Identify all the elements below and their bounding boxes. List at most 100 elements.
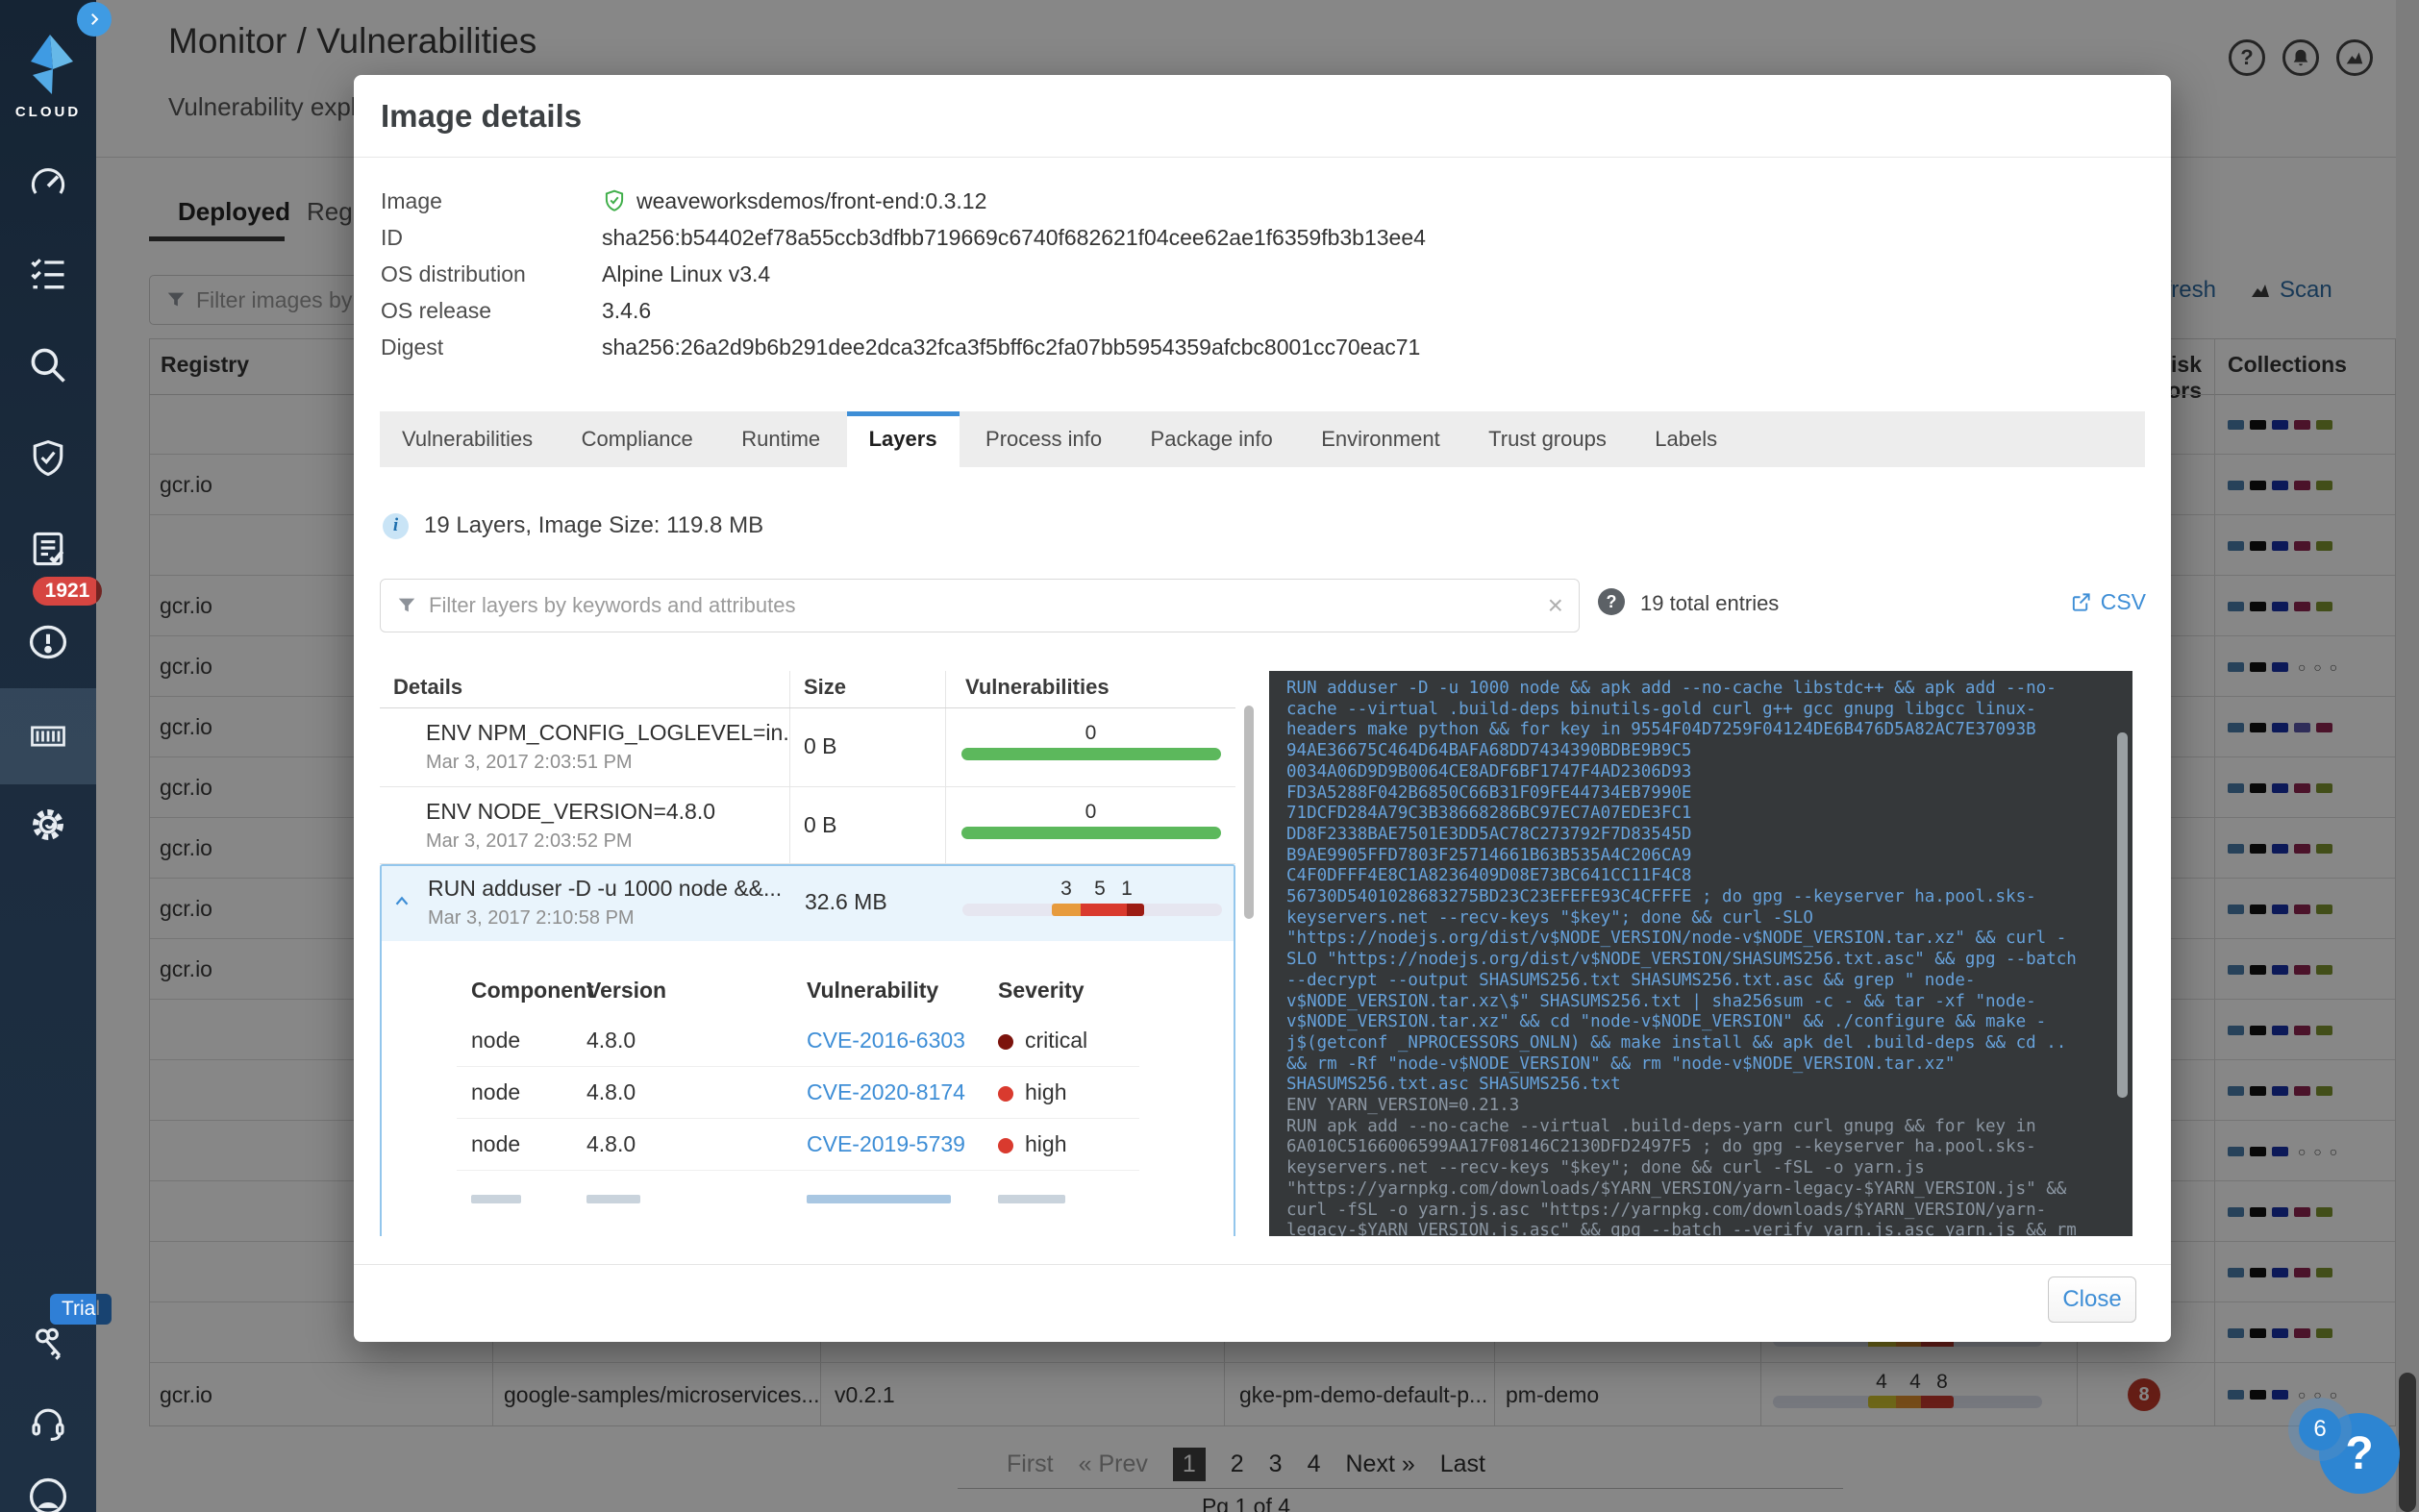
column-header-version[interactable]: Version — [586, 977, 667, 1003]
tab-deployed[interactable]: Deployed — [178, 197, 291, 226]
layer-date: Mar 3, 2017 2:03:52 PM — [426, 830, 633, 852]
layer-details: ENV NPM_CONFIG_LOGLEVEL=in... Mar 3, 201… — [380, 708, 789, 786]
clear-filter-icon[interactable]: × — [1547, 590, 1563, 620]
image-name: weaveworksdemos/front-end:0.3.12 — [636, 187, 987, 213]
layers-filter-input[interactable] — [429, 593, 1536, 618]
cve-component: node — [471, 1079, 521, 1104]
vulnerability-bar: 3 5 1 — [962, 878, 1222, 926]
column-header-details[interactable]: Details — [393, 675, 463, 699]
layers-summary-text: 19 Layers, Image Size: 119.8 MB — [424, 512, 764, 538]
sidebar-item-search[interactable] — [0, 344, 96, 386]
dockerfile-scrollbar-thumb[interactable] — [2117, 732, 2128, 1098]
page-title: Monitor / Vulnerabilities — [168, 21, 537, 61]
pagination-last[interactable]: Last — [1439, 1450, 1486, 1477]
filter-help-icon[interactable]: ? — [1598, 588, 1625, 615]
pagination-page-4[interactable]: 4 — [1307, 1450, 1321, 1477]
layer-date: Mar 3, 2017 2:03:51 PM — [426, 752, 633, 773]
tab-vulnerabilities[interactable]: Vulnerabilities — [402, 427, 534, 451]
collection-chip — [2228, 1390, 2244, 1400]
layer-command: ENV NPM_CONFIG_LOGLEVEL=in... — [426, 720, 789, 745]
layers-table-header: Details Size Vulnerabilities — [380, 671, 1235, 708]
gear-icon — [33, 809, 63, 840]
meta-label: ID — [381, 224, 403, 250]
sidebar-item-defend[interactable] — [0, 437, 96, 480]
tab-environment[interactable]: Environment — [1321, 427, 1440, 451]
checklist-icon — [31, 259, 64, 289]
tab-trust-groups[interactable]: Trust groups — [1488, 427, 1607, 451]
column-header-collections[interactable]: Collections — [2228, 352, 2347, 377]
sidebar-item-profile[interactable] — [0, 1475, 96, 1512]
pagination-page-1[interactable]: 1 — [1172, 1448, 1206, 1481]
cve-link[interactable]: CVE-2019-5739 — [807, 1131, 965, 1156]
cve-link[interactable]: CVE-2020-8174 — [807, 1079, 965, 1104]
sidebar-item-support[interactable] — [0, 1401, 96, 1444]
sidebar-item-dashboard[interactable] — [0, 161, 96, 204]
window-scrollbar-thumb[interactable] — [2399, 1373, 2416, 1512]
tab-process-info[interactable]: Process info — [985, 427, 1103, 451]
sidebar-item-containers[interactable] — [0, 715, 96, 757]
pagination-next[interactable]: Next » — [1345, 1450, 1415, 1477]
pagination-page-2[interactable]: 2 — [1230, 1450, 1244, 1477]
namespace-cell: pm-demo — [1506, 1382, 1600, 1407]
column-divider — [2214, 338, 2215, 1426]
tab-underline — [149, 236, 285, 241]
tab-layers[interactable]: Layers — [846, 411, 960, 467]
total-entries: 19 total entries — [1640, 591, 1780, 615]
layers-table-scrollbar[interactable] — [1244, 671, 1254, 1236]
notifications-bell-icon[interactable] — [2282, 39, 2319, 76]
cve-row: node 4.8.0 CVE-2019-5739 high — [457, 1118, 1139, 1170]
pagination-prev[interactable]: « Prev — [1078, 1450, 1148, 1477]
chevron-up-icon[interactable] — [391, 891, 412, 912]
user-avatar-icon — [29, 1477, 67, 1512]
severity-label: critical — [1025, 1027, 1088, 1053]
document-check-icon — [33, 532, 64, 566]
sidebar-item-licenses[interactable] — [0, 1325, 96, 1367]
cve-link[interactable]: CVE-2016-6303 — [807, 1027, 965, 1053]
layer-row-selected[interactable]: RUN adduser -D -u 1000 node &&... Mar 3,… — [382, 866, 1234, 941]
window-scrollbar[interactable] — [2396, 0, 2419, 1512]
layer-details: RUN adduser -D -u 1000 node &&... Mar 3,… — [382, 866, 791, 941]
dockerfile-panel[interactable]: RUN adduser -D -u 1000 node && apk add -… — [1269, 671, 2132, 1236]
column-header-component[interactable]: Component — [471, 977, 594, 1003]
close-button[interactable]: Close — [2048, 1277, 2136, 1323]
os-distribution: Alpine Linux v3.4 — [602, 260, 771, 286]
tab-package-info[interactable]: Package info — [1150, 427, 1273, 451]
tab-runtime[interactable]: Runtime — [741, 427, 821, 451]
tab-labels[interactable]: Labels — [1655, 427, 1718, 451]
help-icon[interactable]: ? — [2229, 39, 2265, 76]
csv-export-button[interactable]: CSV — [2070, 589, 2146, 615]
tab-compliance[interactable]: Compliance — [581, 427, 693, 451]
pagination-first[interactable]: First — [1006, 1450, 1054, 1477]
stats-icon[interactable] — [2336, 39, 2373, 76]
column-header-registry[interactable]: Registry — [161, 352, 250, 377]
column-header-vulnerabilities[interactable]: Vulnerabilities — [945, 671, 1235, 707]
pagination-page-3[interactable]: 3 — [1268, 1450, 1283, 1477]
sidebar-item-settings[interactable] — [0, 804, 96, 846]
cve-component: node — [471, 1027, 521, 1053]
count-high: 5 — [1094, 878, 1106, 900]
repository-cell: google-samples/microservices... — [504, 1382, 820, 1407]
table-row[interactable]: gcr.io google-samples/microservices... v… — [150, 1363, 2395, 1426]
scan-button[interactable]: Scan — [2249, 277, 2332, 304]
layer-row[interactable]: ENV NPM_CONFIG_LOGLEVEL=in... Mar 3, 201… — [380, 708, 1235, 787]
layer-date: Mar 3, 2017 2:10:58 PM — [428, 907, 635, 929]
bar-segment-high — [1921, 1396, 1954, 1408]
dockerfile-other-commands: ENV YARN_VERSION=0.21.3 RUN apk add --no… — [1286, 1096, 2077, 1236]
layers-table: Details Size Vulnerabilities ENV NPM_CON… — [380, 671, 1235, 1236]
column-header-vulnerability[interactable]: Vulnerability — [807, 977, 939, 1003]
scrollbar-thumb[interactable] — [1244, 706, 1254, 919]
sidebar-expand-button[interactable] — [77, 2, 112, 37]
gauge-icon — [31, 168, 65, 194]
count-high: 8 — [1936, 1371, 1948, 1393]
column-header-size[interactable]: Size — [789, 671, 945, 707]
cloud-logo-icon — [31, 35, 73, 94]
meta-row-id: ID sha256:b54402ef78a55ccb3dfbb719669c67… — [381, 219, 1426, 256]
layer-row[interactable]: ENV NODE_VERSION=4.8.0 Mar 3, 2017 2:03:… — [380, 787, 1235, 864]
sidebar-item-compliance[interactable] — [0, 528, 96, 570]
severity-label: high — [1025, 1079, 1067, 1104]
sidebar-item-alerts[interactable] — [0, 621, 96, 663]
trial-badge: Trial — [50, 1294, 112, 1325]
sidebar-item-policies[interactable] — [0, 252, 96, 294]
column-header-severity[interactable]: Severity — [998, 977, 1085, 1003]
cve-row-partial — [457, 1170, 1139, 1222]
